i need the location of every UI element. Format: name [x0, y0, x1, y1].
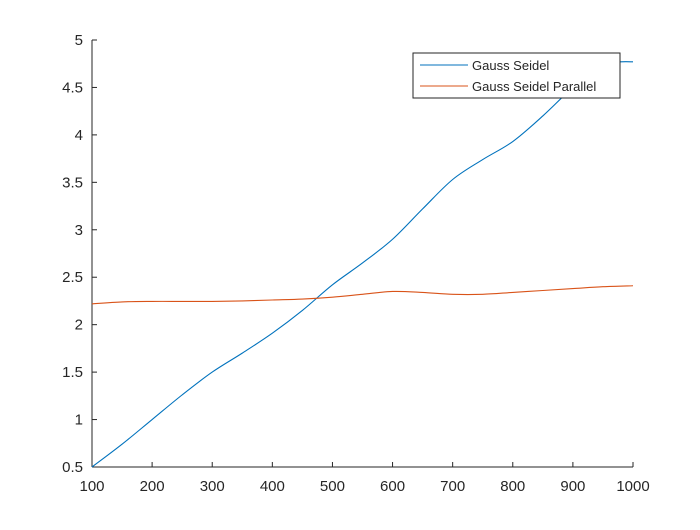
- y-tick-label: 4: [75, 127, 83, 144]
- x-tick-label: 300: [200, 478, 225, 495]
- series-lines: [91, 60, 634, 468]
- x-tick-label: 400: [260, 478, 285, 495]
- x-tick-label: 200: [140, 478, 165, 495]
- x-tick-label: 900: [560, 478, 585, 495]
- y-tick-label: 2.5: [62, 269, 83, 286]
- y-tick-label: 3: [75, 222, 83, 239]
- legend-label-1: Gauss Seidel: [472, 58, 549, 73]
- legend-box: [412, 52, 621, 99]
- x-tick-label: 100: [79, 478, 104, 495]
- y-tick-label: 0.5: [62, 459, 83, 476]
- x-tick-label: 800: [500, 478, 525, 495]
- series-line-1: [91, 60, 634, 468]
- series-line-2: [91, 285, 634, 305]
- legend-label-2: Gauss Seidel Parallel: [472, 79, 596, 94]
- y-tick-label: 3.5: [62, 174, 83, 191]
- y-tick-label: 5: [75, 32, 83, 49]
- y-tick-label: 2: [75, 317, 83, 334]
- x-tick-label: 1000: [616, 478, 649, 495]
- y-tick-label: 1: [75, 412, 83, 429]
- axes: [91, 39, 634, 468]
- x-tick-label: 600: [380, 478, 405, 495]
- y-tick-label: 4.5: [62, 79, 83, 96]
- legend: Gauss Seidel Gauss Seidel Parallel: [412, 52, 621, 99]
- y-tick-label: 1.5: [62, 364, 83, 381]
- x-tick-label: 700: [440, 478, 465, 495]
- tick-labels: 100 200 300 400 500 600 700 800 900 1000 0.5 1 1.5 2 2…: [62, 32, 650, 495]
- x-tick-label: 500: [320, 478, 345, 495]
